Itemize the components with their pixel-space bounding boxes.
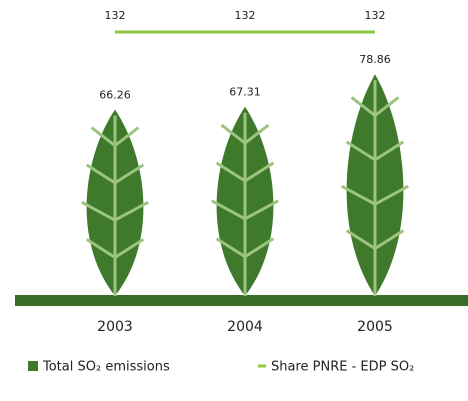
value-label: 132 [105, 9, 126, 22]
leaf-vein [350, 96, 400, 118]
x-tick-label: 2005 [357, 319, 393, 335]
leaf-vein [220, 123, 270, 145]
value-label: 78.86 [359, 53, 391, 66]
leaf-vein [211, 199, 279, 221]
leaf-vein [90, 126, 140, 148]
leaf-vein [215, 237, 275, 259]
x-tick-label: 2003 [97, 319, 133, 335]
value-label: 66.26 [99, 89, 131, 102]
x-tick-label: 2004 [227, 319, 263, 335]
legend-label: Total SO₂ emissions [42, 360, 170, 375]
leaf-vein [345, 140, 405, 162]
baseline [15, 295, 468, 306]
leaf-vein [215, 161, 275, 183]
legend-label: Share PNRE - EDP SO₂ [271, 360, 414, 375]
leaf-vein [85, 163, 145, 185]
leaf-vein [341, 184, 409, 206]
value-label: 132 [235, 9, 256, 22]
legend-swatch [28, 361, 38, 371]
leaf-vein [345, 229, 405, 251]
value-label: 67.31 [229, 86, 261, 99]
value-label: 132 [365, 9, 386, 22]
leaf-vein [85, 238, 145, 260]
leaf-vein [81, 200, 149, 222]
